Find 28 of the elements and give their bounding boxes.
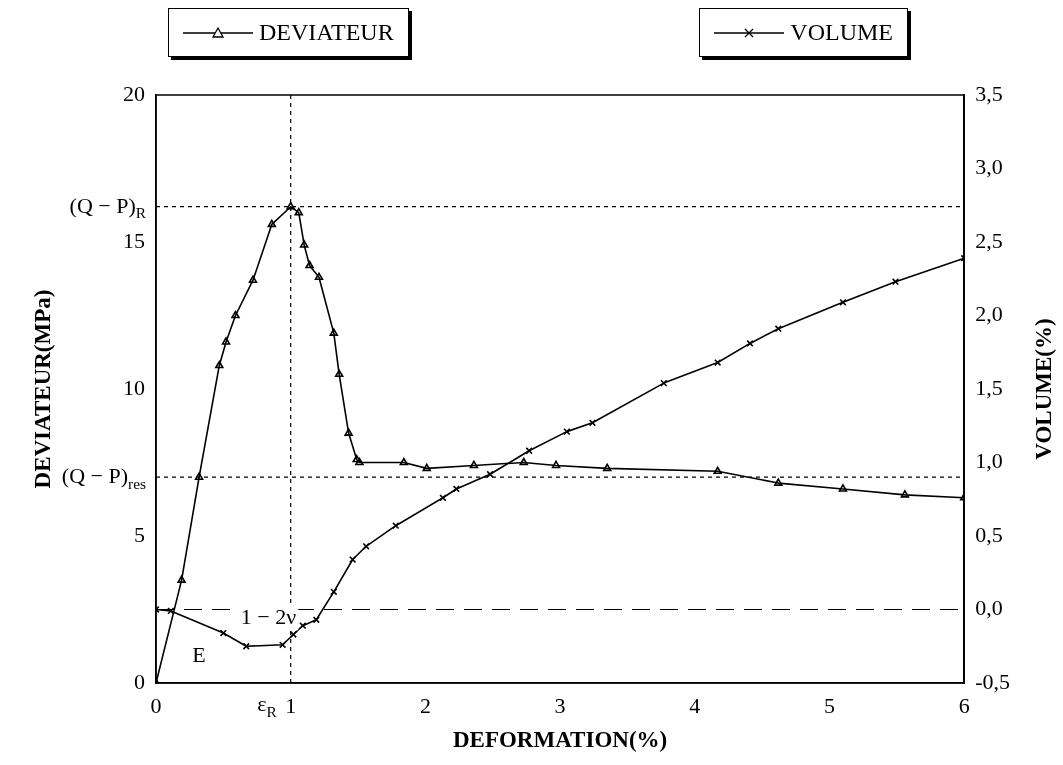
x-axis-title: DEFORMATION(%)	[452, 727, 668, 753]
x-tick-label: 4	[689, 692, 701, 718]
y-tick-label: 5	[134, 521, 145, 547]
x-tick-label: 3	[554, 692, 566, 718]
annotation: E	[192, 642, 206, 668]
y2-tick-label: 3,5	[975, 80, 1003, 106]
legend-label: DEVIATEUR	[259, 19, 394, 46]
y-tick-label: 10	[123, 374, 145, 400]
annotation: 1 − 2ν	[240, 604, 297, 630]
y2-tick-label: 1,0	[975, 448, 1003, 474]
x-tick-label: 2	[419, 692, 431, 718]
y2-tick-label: 0,0	[975, 595, 1003, 621]
x-tick-label: 1	[285, 692, 297, 718]
y2-tick-label: 0,5	[975, 521, 1003, 547]
y2-tick-label: 2,5	[975, 227, 1003, 253]
x-tick-label: 0	[150, 692, 162, 718]
y2-tick-label: 1,5	[975, 374, 1003, 400]
y2-axis-title: VOLUME(%)	[1030, 318, 1056, 460]
y2-tick-label: 3,0	[975, 154, 1003, 180]
y2-tick-label: 2,0	[975, 301, 1003, 327]
y2-tick-label: -0,5	[975, 668, 1010, 694]
x-tick-label: 6	[958, 692, 970, 718]
x-tick-label: 5	[823, 692, 835, 718]
y-tick-label: 15	[123, 227, 145, 253]
y-tick-label: 0	[134, 668, 145, 694]
y-tick-label: 20	[123, 80, 145, 106]
y-axis-title: DEVIATEUR(MPa)	[29, 289, 55, 489]
legend-label: VOLUME	[790, 19, 893, 46]
